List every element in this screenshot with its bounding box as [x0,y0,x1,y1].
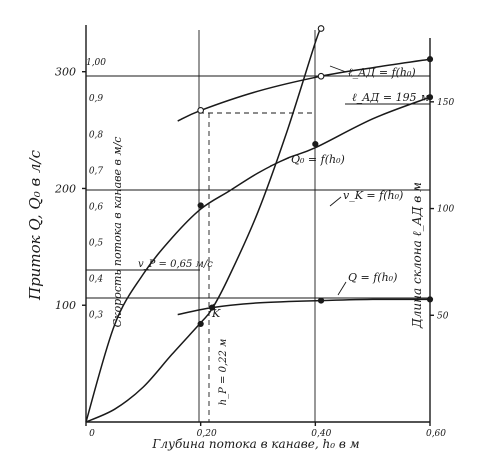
v-tick-label: 0,9 [89,94,104,104]
data-point [426,56,434,63]
data-point [426,94,434,101]
v-tick-label: 1,00 [86,58,106,68]
hp-label: h_P = 0,22 м [218,339,229,406]
x-tick-label: 0,40 [311,429,331,439]
v-tick-label: 0,8 [89,130,104,140]
l-value-label: ℓ_АД = 195 м [352,91,429,104]
x-tick-label: 0,60 [426,429,446,439]
q-curve-label: Q = f(h₀) [348,271,397,284]
q-curve [177,298,431,316]
v-tick-label: 0,7 [89,166,104,176]
l-label-leader [329,65,347,73]
v-tick-label: 0,3 [89,311,104,321]
curves [85,28,431,423]
v-label-leader [329,196,342,207]
q0-curve-label: Q₀ = f(h₀) [291,153,345,166]
q-label-leader [337,281,347,296]
y-axis-label-right: Длина склона ℓ_АД в м [410,182,424,329]
y-axis-label-middle: Скорость потока в канаве в м/с [111,137,124,328]
x-axis-label: Глубина потока в канаве, h₀ в м [151,437,359,451]
v-tick-label: 0,5 [89,239,104,249]
y-axis-label-left: Приток Q, Q₀ в л/с [26,149,44,301]
data-point [209,304,216,311]
x-tick-label: 0 [89,429,95,439]
data-point [312,141,319,148]
markers [197,25,434,328]
reference-lines [86,30,430,422]
data-point [317,25,325,32]
q0-label-leader [269,157,290,167]
data-point [197,202,204,209]
data-point [197,320,204,328]
v-curve [85,96,431,423]
x-tick-label: 0,20 [197,429,217,439]
q0-curve [85,28,322,423]
v-tick-label: 0,6 [89,202,104,212]
k-label-leader [210,303,215,309]
y-tick-label: 200 [54,182,76,195]
vp-label: v_P = 0,65 м/с [138,259,213,270]
ticks: 0 0,20 0,40 0,60 100 200 300 1,00 0,9 0,8 0,7 0,6 0,… [54,58,454,439]
v-tick-label: 0,4 [89,275,104,285]
l-curve-label: ℓ_АД = f(h₀) [348,66,416,79]
data-point [317,297,325,304]
v-curve-label: v_K = f(h₀) [343,189,403,202]
l-tick-label: 100 [437,205,454,215]
l-tick-label: 150 [437,98,454,108]
y-tick-label: 100 [55,299,76,312]
l-tick-label: 50 [437,311,449,321]
data-point [197,107,205,114]
y-tick-label: 300 [55,66,76,79]
data-point [317,72,325,80]
k-label: K [211,307,221,320]
data-point [426,296,434,303]
